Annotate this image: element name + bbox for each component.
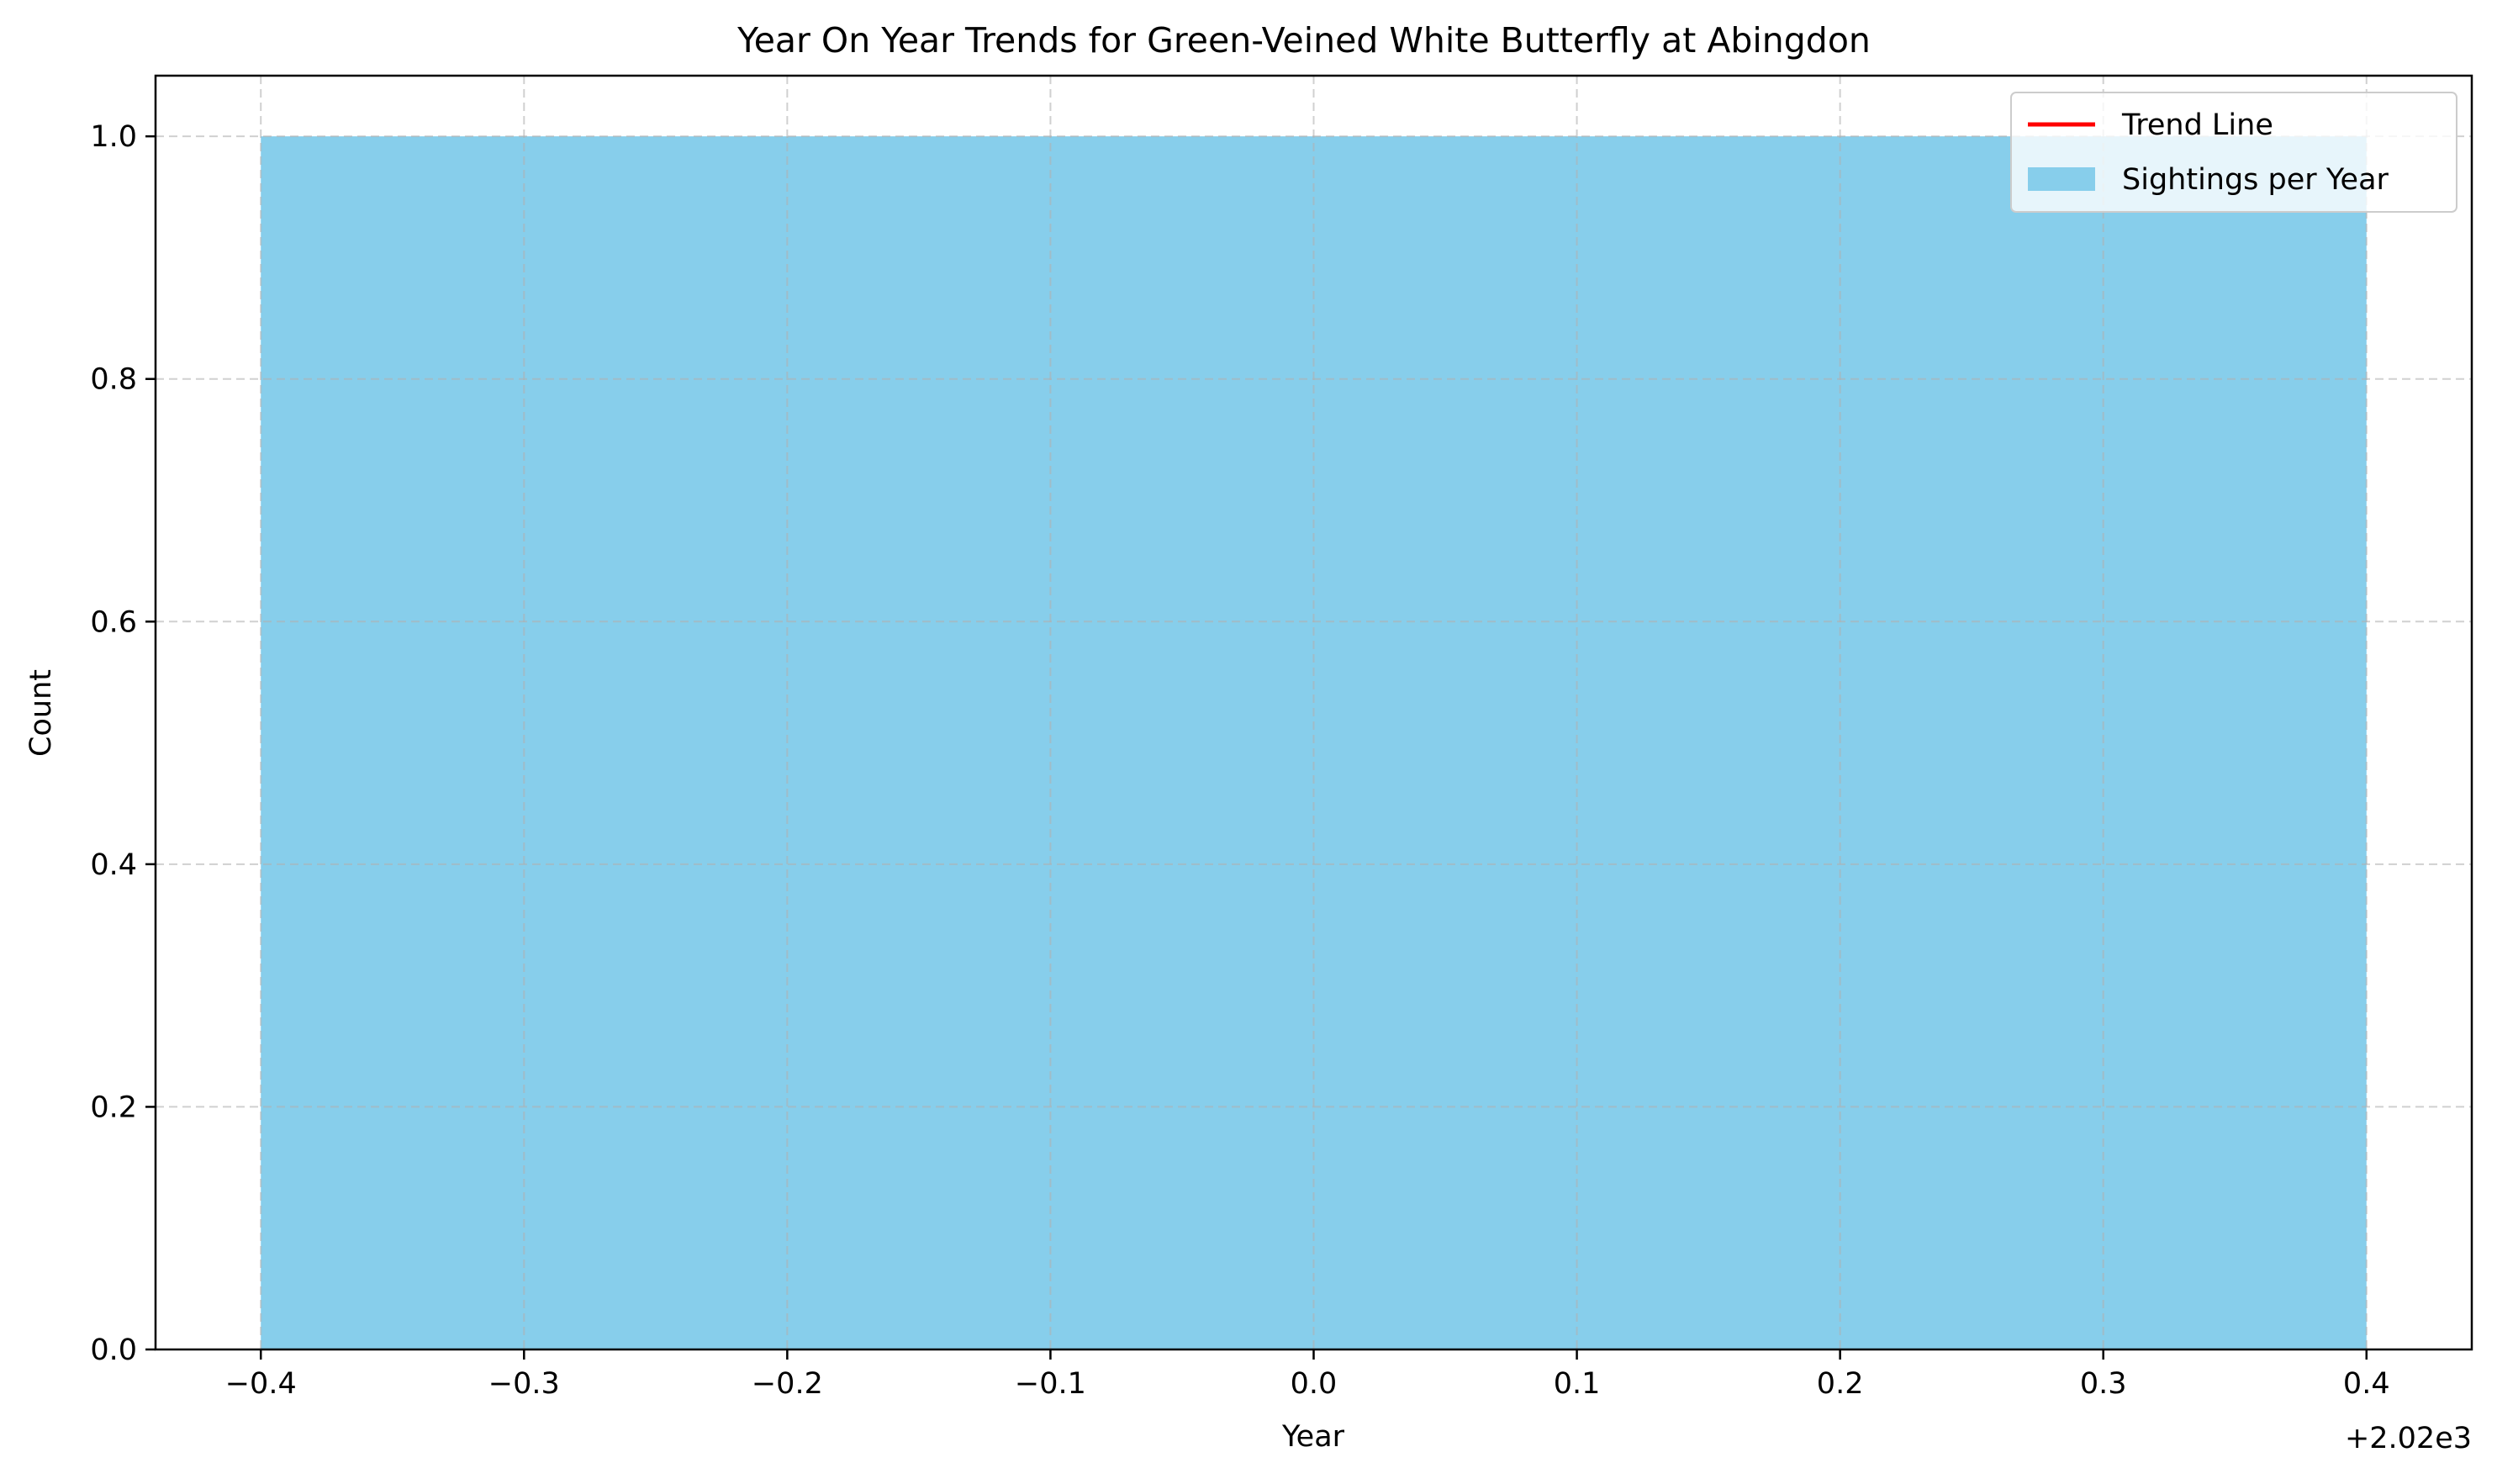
legend: Trend Line Sightings per Year xyxy=(2010,92,2457,213)
plot-area: −0.4 −0.3 −0.2 −0.1 0.0 0.1 0.2 0.3 0.4 0.0 0.2 0.4… xyxy=(90,74,2473,1401)
y-tick-label: 0.6 xyxy=(90,605,137,639)
x-tick-label: 0.2 xyxy=(1817,1367,1864,1401)
x-tick-label: 0.3 xyxy=(2080,1367,2127,1401)
x-tick-label: −0.1 xyxy=(1015,1367,1086,1401)
x-tick-label: −0.3 xyxy=(488,1367,560,1401)
legend-box xyxy=(2010,92,2457,213)
y-tick-label: 0.2 xyxy=(90,1091,137,1124)
x-tick-label: 0.1 xyxy=(1554,1367,1601,1401)
x-axis-offset-label: +2.02e3 xyxy=(2345,1422,2472,1455)
x-tick-label: 0.0 xyxy=(1291,1367,1338,1401)
legend-patch-swatch xyxy=(2028,167,2095,191)
legend-label: Trend Line xyxy=(2121,108,2273,142)
y-tick-label: 0.8 xyxy=(90,363,137,397)
x-axis-label: Year xyxy=(1281,1420,1345,1454)
chart-title: Year On Year Trends for Green-Veined Whi… xyxy=(736,20,1871,61)
y-tick-label: 1.0 xyxy=(90,120,137,154)
y-tick-label: 0.0 xyxy=(90,1333,137,1367)
x-tick-label: −0.2 xyxy=(752,1367,823,1401)
y-axis-label: Count xyxy=(24,669,58,757)
x-tick-label: 0.4 xyxy=(2343,1367,2390,1401)
legend-label: Sightings per Year xyxy=(2122,163,2389,197)
x-tick-label: −0.4 xyxy=(225,1367,297,1401)
y-tick-label: 0.4 xyxy=(90,848,137,882)
